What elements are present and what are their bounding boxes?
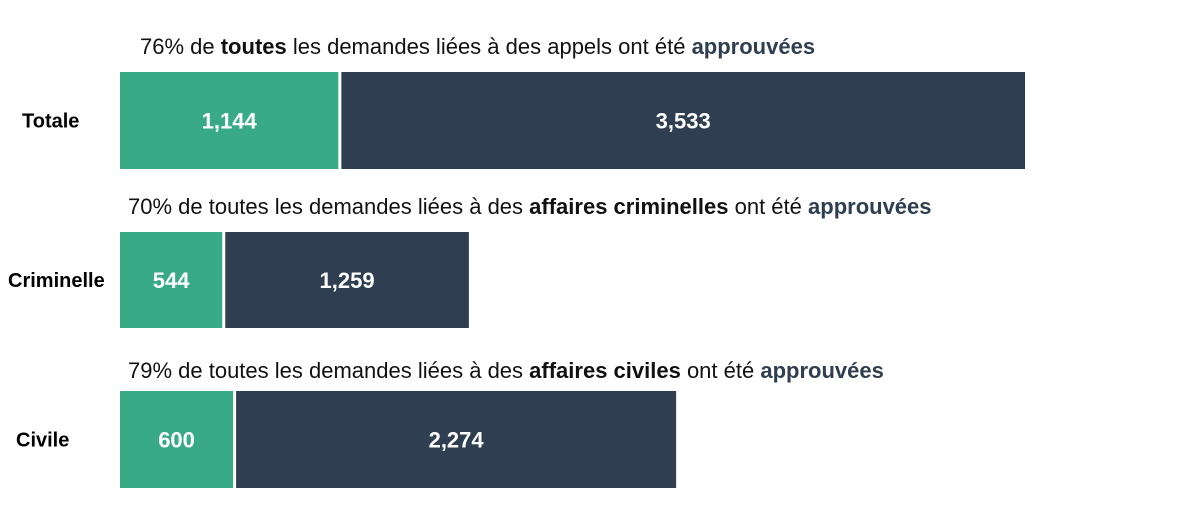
caption-segment: ont été	[729, 194, 809, 219]
bar-caption: 76% de toutes les demandes liées à des a…	[140, 34, 815, 59]
bar-segment-other	[341, 72, 1025, 169]
value-label: 1,144	[202, 109, 258, 134]
caption-segment: affaires civiles	[529, 358, 681, 383]
caption-segment: ont été	[681, 358, 761, 383]
caption-segment: toutes	[221, 34, 287, 59]
category-label: Criminelle	[8, 270, 105, 292]
bar-caption: 79% de toutes les demandes liées à des a…	[128, 358, 884, 383]
bar-segment-approved	[120, 391, 234, 488]
caption-segment: les demandes liées à des appels ont été	[287, 34, 692, 59]
value-label: 544	[153, 268, 190, 293]
bar-segment-approved	[120, 232, 223, 328]
category-label: Civile	[16, 430, 69, 452]
bar-segment-approved	[120, 72, 339, 169]
bar-caption: 70% de toutes les demandes liées à des a…	[128, 194, 932, 219]
caption-segment: approuvées	[760, 358, 884, 383]
caption-segment: 79% de toutes les demandes liées à des	[128, 358, 529, 383]
caption-segment: affaires criminelles	[529, 194, 728, 219]
category-label: Totale	[22, 111, 79, 133]
value-label: 3,533	[656, 109, 711, 134]
value-label: 600	[158, 428, 195, 453]
caption-segment: 76% de	[140, 34, 221, 59]
value-label: 1,259	[320, 268, 375, 293]
caption-segment: approuvées	[692, 34, 816, 59]
value-label: 2,274	[429, 428, 485, 453]
caption-segment: approuvées	[808, 194, 932, 219]
caption-segment: 70% de toutes les demandes liées à des	[128, 194, 529, 219]
bar-segment-other	[225, 232, 469, 328]
bar-segment-other	[236, 391, 677, 488]
